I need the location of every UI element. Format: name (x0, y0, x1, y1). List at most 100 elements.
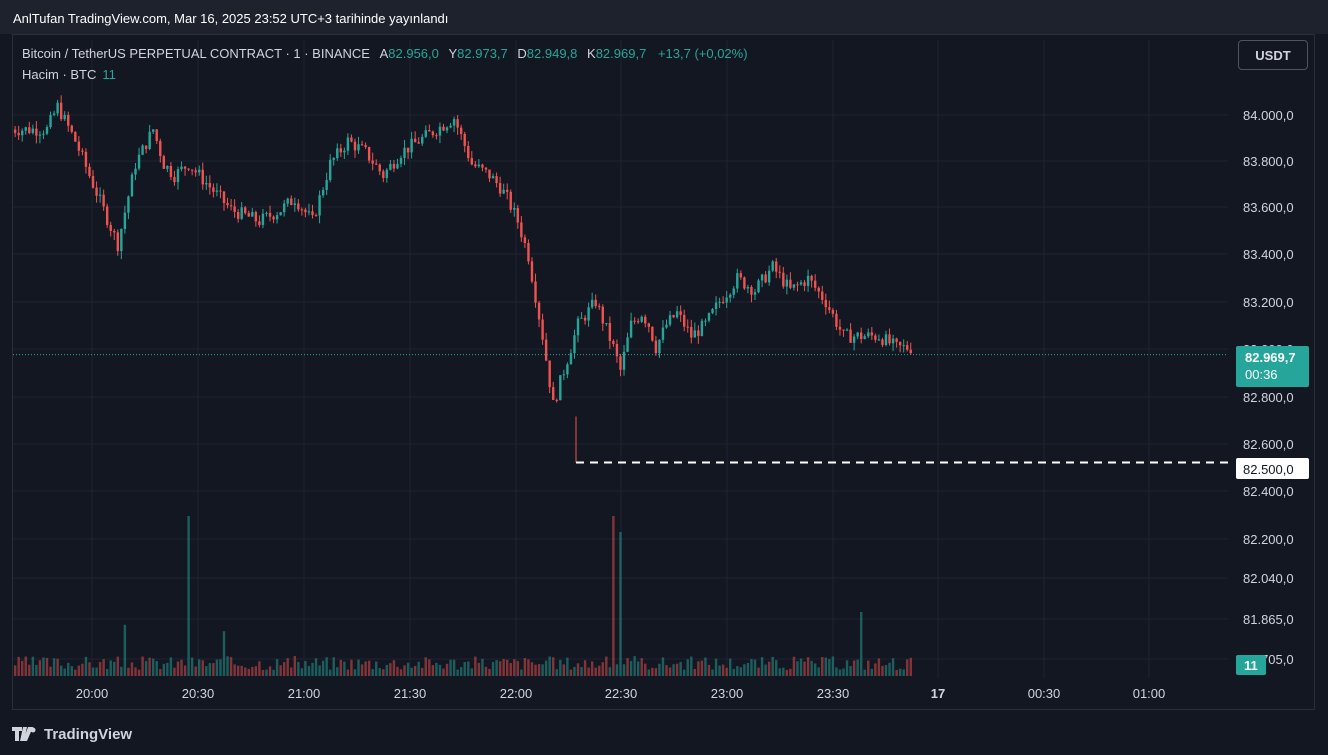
candle-body (346, 137, 350, 151)
volume-bar (668, 667, 672, 676)
candle-body (392, 163, 396, 169)
volume-bar (566, 657, 569, 676)
candle-body (375, 163, 378, 165)
volume-bar (70, 666, 73, 676)
candle-body (626, 337, 629, 352)
candle-body (240, 207, 243, 219)
candle-body (456, 119, 459, 128)
volume-bar (42, 657, 45, 676)
candle-body (693, 330, 697, 338)
candle-body (311, 211, 314, 216)
candle-body (244, 207, 247, 214)
volume-bar (21, 660, 24, 676)
volume-bar (148, 657, 151, 676)
volume-bar (272, 669, 275, 676)
volume-bar (580, 667, 583, 676)
candle-body (534, 281, 537, 303)
candle-body (329, 159, 332, 181)
candle-body (658, 339, 661, 354)
candle-body (13, 129, 17, 133)
candle-body (750, 286, 753, 295)
candle-body (233, 206, 236, 213)
candle-body (364, 145, 367, 148)
volume-bar (357, 659, 360, 676)
candle-body (640, 316, 643, 322)
volume-tag (1236, 655, 1266, 675)
volume-bar (396, 666, 399, 676)
candle-body (544, 339, 548, 361)
candle-body (141, 145, 144, 155)
volume-bar (764, 664, 767, 676)
tradingview-logo-icon (12, 727, 36, 741)
currency-button[interactable]: USDT (1238, 40, 1308, 70)
volume-bar (619, 532, 622, 676)
volume-bar (658, 663, 661, 676)
candle-body (382, 171, 385, 178)
symbol-name[interactable]: Bitcoin / TetherUS PERPETUAL CONTRACT · … (22, 46, 370, 61)
high-label: Y (448, 46, 458, 61)
time-tick-label: 23:00 (711, 686, 744, 701)
price-tick-label: 84.000,0 (1243, 108, 1294, 123)
volume-bar (314, 658, 318, 676)
volume-bar (679, 661, 682, 676)
volume-scale-tick-label: 82.040,0 (1243, 571, 1294, 586)
volume-bar (198, 659, 201, 676)
open-label: A (379, 46, 389, 61)
volume-bar (159, 669, 162, 676)
candle-body (254, 212, 258, 222)
volume-bar (371, 669, 374, 676)
candle-body (339, 148, 343, 153)
volume-bar (629, 660, 633, 676)
candle-body (442, 126, 445, 131)
volume-bar (587, 667, 590, 676)
candle-body (378, 164, 381, 172)
symbol-legend: Bitcoin / TetherUS PERPETUAL CONTRACT · … (22, 46, 748, 61)
volume-bar (690, 656, 693, 676)
candle-body (417, 142, 420, 144)
volume-bar (647, 669, 650, 676)
candle-body (615, 344, 619, 357)
volume-bar (367, 660, 371, 676)
published-info: AnlTufan TradingView.com, Mar 16, 2025 2… (13, 11, 449, 26)
candle-body (870, 332, 874, 336)
candle-body (562, 374, 566, 376)
candle-body (45, 127, 49, 134)
volume-bar (336, 667, 339, 676)
candle-body (537, 302, 541, 320)
volume-bar (449, 659, 452, 676)
candle-body (113, 230, 116, 233)
volume-bar (824, 657, 827, 676)
candle-body (212, 187, 215, 192)
volume-bar (403, 665, 406, 676)
volume-bar (612, 516, 615, 676)
candle-body (782, 272, 785, 287)
candle-body (438, 126, 442, 136)
volume-bar (166, 662, 169, 676)
volume-label[interactable]: Hacim · BTC (22, 67, 97, 82)
volume-bar (173, 667, 176, 676)
candle-body (902, 345, 905, 347)
candle-body (700, 320, 704, 336)
candle-body (714, 302, 718, 310)
candle-body (28, 127, 31, 134)
candle-body (173, 176, 176, 183)
candle-body (35, 128, 38, 136)
volume-bar (810, 660, 813, 676)
candle-body (88, 166, 91, 177)
footer-brand[interactable]: TradingView (12, 724, 132, 744)
candle-body (661, 327, 665, 340)
volume-bar (360, 664, 364, 676)
volume-bar (431, 665, 435, 676)
candle-body (806, 275, 810, 286)
candle-body (697, 330, 700, 336)
volume-bar (672, 664, 675, 676)
chart-frame[interactable] (12, 34, 1315, 710)
candle-body (729, 294, 732, 298)
candle-body (445, 127, 449, 131)
candle-body (477, 164, 481, 167)
volume-bar (410, 667, 413, 676)
price-tick-label: 82.600,0 (1243, 437, 1294, 452)
volume-bar (573, 666, 576, 676)
time-tick-label: 22:30 (605, 686, 638, 701)
